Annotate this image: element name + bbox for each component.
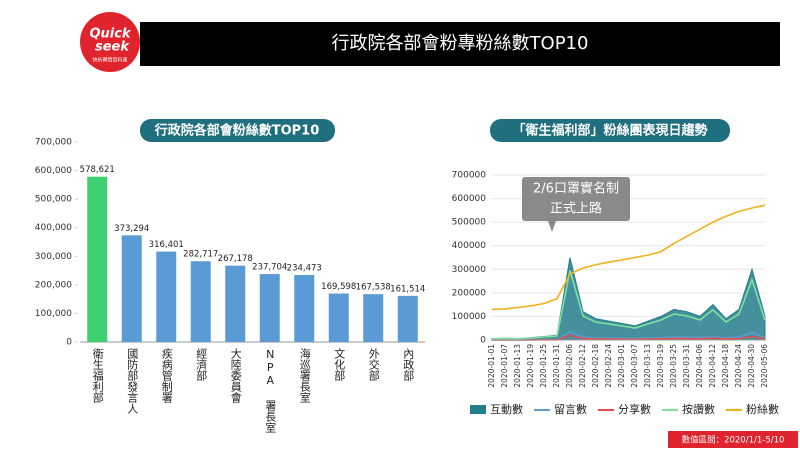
legend-swatch <box>470 405 486 414</box>
footer-box <box>668 431 798 448</box>
x-tick-label: 海巡署長室 <box>298 347 311 403</box>
line <box>491 270 766 340</box>
bar <box>225 265 246 342</box>
x-tick-label: 2020-04-30 <box>747 344 756 388</box>
x-tick-label: 經濟部 <box>195 347 208 381</box>
value-label: 316,401 <box>149 240 184 250</box>
value-label: 282,717 <box>183 250 218 260</box>
x-tick-label: 2020-01-31 <box>552 344 561 388</box>
x-tick-label: 2020-01-13 <box>513 344 522 388</box>
x-tick-label: 2020-03-07 <box>630 344 639 388</box>
x-tick-label: 外交部 <box>367 348 380 381</box>
x-tick-label: 國防部發言人 <box>126 348 139 414</box>
x-tick-label: 2020-03-13 <box>643 344 652 388</box>
value-label: 373,294 <box>114 224 149 234</box>
chart-title: 「衛生福利部」粉絲團表現日趨勢 <box>512 123 707 139</box>
annotation-pointer <box>548 221 556 232</box>
bar <box>259 274 280 342</box>
value-label: 161,514 <box>390 284 425 294</box>
bar <box>363 294 384 342</box>
x-tick-label: 2020-02-18 <box>591 344 600 388</box>
value-label: 237,704 <box>252 263 287 273</box>
bar <box>190 261 211 342</box>
x-tick-label: 2020-04-24 <box>734 344 743 388</box>
y-tick-label: 700000 <box>452 171 487 181</box>
value-label: 167,538 <box>356 283 391 293</box>
y-tick-label: 200000 <box>452 288 487 298</box>
x-tick-label: 2020-01-25 <box>539 344 548 388</box>
legend-label: 留言數 <box>554 403 587 416</box>
y-tick-label: 200,000 <box>35 280 72 290</box>
annotation: 2/6口罩實名制 <box>533 181 619 197</box>
annotation: 正式上路 <box>550 201 602 217</box>
y-tick-label: 600,000 <box>35 166 72 176</box>
logo-caption: 快析輿情資料庫 <box>92 57 127 64</box>
value-label: 234,473 <box>287 264 322 274</box>
header-title: 行政院各部會粉專粉絲數TOP10 <box>332 33 589 54</box>
x-tick-label: 2020-03-19 <box>656 344 665 388</box>
x-tick-label: 2020-03-31 <box>682 344 691 388</box>
y-tick-label: 700,000 <box>35 138 72 148</box>
x-tick-label: NPA 署長室 <box>264 348 277 433</box>
bar <box>294 275 315 342</box>
bar <box>121 235 142 342</box>
x-tick-label: 疾病管制署 <box>160 347 173 404</box>
x-tick-label: 2020-03-25 <box>669 344 678 388</box>
y-tick-label: 300,000 <box>35 252 72 262</box>
x-tick-label: 2020-03-01 <box>617 344 626 388</box>
y-tick-label: 300000 <box>452 265 487 275</box>
y-tick-label: 400000 <box>452 241 487 251</box>
logo-text: seek <box>95 40 130 55</box>
y-tick-label: 0 <box>66 338 72 348</box>
x-tick-label: 2020-01-07 <box>500 344 509 388</box>
x-tick-label: 2020-02-24 <box>604 344 613 388</box>
x-tick-label: 2020-02-06 <box>565 344 574 388</box>
x-tick-label: 2020-02-12 <box>578 344 587 388</box>
y-tick-label: 500000 <box>452 218 487 228</box>
x-tick-label: 2020-04-18 <box>721 344 730 388</box>
annotation-box <box>522 177 630 221</box>
bar <box>87 176 108 342</box>
x-tick-label: 2020-05-06 <box>760 344 769 388</box>
bar <box>328 293 349 342</box>
y-tick-label: 400,000 <box>35 223 72 233</box>
x-tick-label: 2020-01-01 <box>487 344 496 388</box>
logo-text: Quick <box>89 27 131 42</box>
x-tick-label: 內政部 <box>402 348 415 381</box>
y-tick-label: 600000 <box>452 194 487 204</box>
chart-title-pill <box>140 119 335 142</box>
x-tick-label: 大陸委員會 <box>229 347 242 403</box>
x-tick-label: 衛生福利部 <box>91 348 104 403</box>
y-tick-label: 100,000 <box>35 309 72 319</box>
logo-circle <box>80 12 140 72</box>
bar <box>156 251 177 342</box>
line <box>491 204 766 311</box>
x-tick-label: 文化部 <box>333 347 346 381</box>
x-tick-label: 2020-01-19 <box>526 344 535 388</box>
x-tick-label: 2020-04-06 <box>695 344 704 388</box>
value-label: 169,598 <box>321 282 356 292</box>
value-label: 267,178 <box>218 254 253 264</box>
bar <box>397 295 418 342</box>
legend-label: 分享數 <box>618 402 651 416</box>
chart-title: 行政院各部會粉絲數TOP10 <box>154 123 320 139</box>
x-tick-label: 2020-04-12 <box>708 344 717 388</box>
y-tick-label: 500,000 <box>35 195 72 205</box>
legend-label: 粉絲數 <box>746 402 779 416</box>
y-tick-label: 0 <box>480 336 486 346</box>
header-bar <box>140 22 780 66</box>
legend-label: 互動數 <box>490 402 523 416</box>
legend-label: 按讚數 <box>682 402 715 416</box>
y-tick-label: 100000 <box>452 312 487 322</box>
chart-title-pill <box>490 119 730 142</box>
value-label: 578,621 <box>80 165 115 175</box>
footer-note: 數值區間：2020/1/1-5/10 <box>682 435 785 446</box>
